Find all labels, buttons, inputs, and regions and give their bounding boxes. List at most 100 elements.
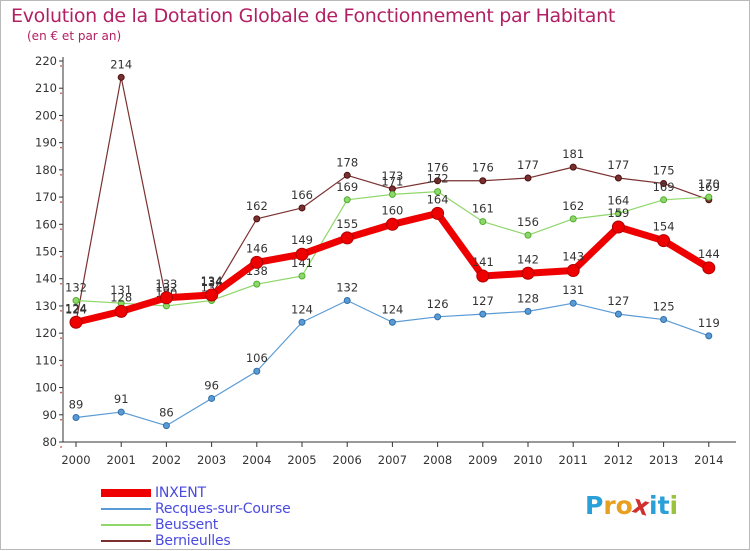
data-point <box>705 332 713 340</box>
data-point <box>660 179 668 187</box>
chart-subtitle: (en € et par an) <box>27 29 122 43</box>
logo-letter: i <box>669 491 679 520</box>
x-tick-label: 2010 <box>513 453 542 467</box>
data-point <box>117 408 125 416</box>
logo-letter: r <box>603 491 616 520</box>
data-point <box>479 310 487 318</box>
data-label: 169 <box>653 180 675 194</box>
data-label: 178 <box>336 155 358 169</box>
data-label: 164 <box>427 192 449 206</box>
data-label: 162 <box>562 199 584 213</box>
y-minor-dot <box>60 255 62 258</box>
data-label: 144 <box>698 247 720 261</box>
x-tick-label: 2004 <box>242 453 271 467</box>
y-minor-dot <box>60 418 62 421</box>
data-label: 141 <box>472 255 494 269</box>
x-tick-label: 2000 <box>61 453 90 467</box>
data-point <box>569 299 577 307</box>
data-label: 171 <box>381 174 403 188</box>
y-tick-label: 140 <box>35 272 57 286</box>
data-label: 173 <box>381 169 403 183</box>
data-label: 175 <box>653 163 675 177</box>
data-label: 127 <box>607 294 629 308</box>
x-tick-label: 2001 <box>107 453 136 467</box>
data-label: 132 <box>336 280 358 294</box>
data-point <box>479 177 487 185</box>
data-label: 128 <box>110 290 132 304</box>
data-point <box>521 266 535 280</box>
data-label: 156 <box>517 215 539 229</box>
data-label: 155 <box>336 217 358 231</box>
legend-swatch <box>101 489 151 497</box>
y-tick-label: 190 <box>35 136 57 150</box>
data-label: 160 <box>381 203 403 217</box>
data-label: 124 <box>65 302 87 316</box>
data-point <box>205 288 219 302</box>
y-tick-label: 220 <box>35 54 57 68</box>
data-point <box>117 73 125 81</box>
data-point <box>208 394 216 402</box>
data-label: 170 <box>698 177 720 191</box>
y-minor-dot <box>60 173 62 176</box>
y-minor-dot <box>60 201 62 203</box>
y-minor-dot <box>60 228 62 231</box>
y-tick-label: 170 <box>35 190 57 204</box>
data-point <box>253 280 261 288</box>
data-label: 176 <box>427 161 449 175</box>
data-point <box>69 315 83 329</box>
data-label: 142 <box>517 252 539 266</box>
y-tick-label: 160 <box>35 217 57 231</box>
data-label: 124 <box>381 302 403 316</box>
y-minor-dot <box>60 146 62 149</box>
data-point <box>343 196 351 204</box>
x-tick-label: 2014 <box>694 453 723 467</box>
data-label: 132 <box>155 280 177 294</box>
y-minor-dot <box>60 446 62 448</box>
y-tick-label: 100 <box>35 381 57 395</box>
data-label: 214 <box>110 57 132 71</box>
data-label: 119 <box>698 316 720 330</box>
data-label: 133 <box>155 277 177 291</box>
data-point <box>476 269 490 283</box>
data-point <box>114 304 128 318</box>
legend-label: Bernieulles <box>155 533 231 549</box>
data-label: 132 <box>65 280 87 294</box>
data-point <box>295 247 309 261</box>
legend-label: Beussent <box>155 517 219 533</box>
y-minor-dot <box>60 92 62 95</box>
data-label: 169 <box>698 180 720 194</box>
data-point <box>298 272 306 280</box>
y-tick-label: 180 <box>35 163 57 177</box>
data-point <box>343 171 351 179</box>
data-point <box>524 307 532 315</box>
y-tick-label: 90 <box>42 408 57 422</box>
data-point <box>340 231 354 245</box>
data-point <box>159 291 173 305</box>
y-minor-dot <box>60 119 62 122</box>
data-point <box>660 316 668 324</box>
y-tick-label: 130 <box>35 299 57 313</box>
data-point <box>434 313 442 321</box>
data-label: 166 <box>291 188 313 202</box>
data-label: 161 <box>472 202 494 216</box>
proxiti-logo: Proxiti <box>585 489 679 521</box>
y-tick-label: 80 <box>42 435 57 449</box>
data-point <box>614 209 622 217</box>
data-label: 169 <box>336 180 358 194</box>
y-minor-dot <box>60 364 62 367</box>
data-point <box>434 177 442 185</box>
data-label: 125 <box>653 300 675 314</box>
x-tick-label: 2011 <box>559 453 588 467</box>
x-tick-label: 2009 <box>468 453 497 467</box>
data-label: 172 <box>427 172 449 186</box>
data-point <box>343 296 351 304</box>
data-label: 131 <box>110 283 132 297</box>
data-label: 143 <box>562 250 584 264</box>
data-label: 134 <box>201 274 223 288</box>
y-minor-dot <box>60 391 62 394</box>
data-point <box>434 188 442 196</box>
data-label: 154 <box>653 220 675 234</box>
data-point <box>385 217 399 231</box>
x-tick-label: 2007 <box>378 453 407 467</box>
